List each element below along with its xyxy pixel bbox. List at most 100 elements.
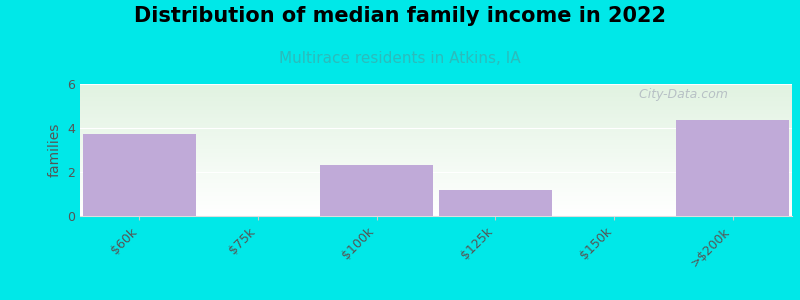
Bar [80,187,792,188]
Bar [80,125,792,126]
Bar [80,206,792,207]
Bar [80,84,792,85]
Bar [80,193,792,194]
Text: Multirace residents in Atkins, IA: Multirace residents in Atkins, IA [279,51,521,66]
Bar [80,201,792,202]
Bar [80,163,792,164]
Bar [80,100,792,101]
Bar [80,185,792,186]
Bar [80,176,792,177]
Bar [80,196,792,197]
Bar [80,149,792,150]
Bar [80,188,792,189]
Bar [80,186,792,187]
Bar [80,211,792,212]
Bar [80,160,792,161]
Bar [80,121,792,122]
Bar [80,115,792,116]
Bar [80,142,792,143]
Bar [80,108,792,109]
Bar [80,120,792,121]
Bar [80,129,792,130]
Bar [80,135,792,136]
Bar [80,85,792,86]
Bar [80,91,792,92]
Bar [80,191,792,192]
Bar [80,165,792,166]
Bar [80,203,792,204]
Bar [80,208,792,209]
Bar [80,161,792,162]
Bar [80,151,792,152]
Bar [676,120,789,216]
Bar [80,95,792,96]
Bar [80,145,792,146]
Bar [80,88,792,89]
Bar [439,190,552,216]
Bar [80,198,792,199]
Bar [80,118,792,119]
Bar [80,117,792,118]
Bar [80,213,792,214]
Bar [80,106,792,107]
Bar [80,171,792,172]
Bar [80,148,792,149]
Bar [80,98,792,99]
Bar [80,152,792,153]
Bar [80,131,792,132]
Bar [80,153,792,154]
Bar [80,119,792,120]
Bar [80,180,792,181]
Bar [80,205,792,206]
Bar [80,136,792,137]
Bar [80,96,792,97]
Bar [80,174,792,175]
Bar [80,113,792,114]
Bar [80,177,792,178]
Bar [80,170,792,171]
Bar [80,109,792,110]
Bar [80,134,792,135]
Text: City-Data.com: City-Data.com [635,88,728,101]
Bar [80,183,792,184]
Bar [80,200,792,201]
Bar [80,123,792,124]
Bar [83,134,196,216]
Bar [80,164,792,165]
Bar [80,192,792,193]
Text: Distribution of median family income in 2022: Distribution of median family income in … [134,6,666,26]
Bar [80,102,792,103]
Bar [80,146,792,147]
Bar [80,178,792,179]
Bar [80,112,792,113]
Bar [80,194,792,195]
Bar [80,159,792,160]
Bar [80,141,792,142]
Bar [80,168,792,169]
Bar [80,104,792,105]
Bar [80,210,792,211]
Bar [80,101,792,102]
Bar [80,162,792,163]
Bar [80,173,792,174]
Bar [80,172,792,173]
Bar [80,214,792,215]
Bar [80,155,792,156]
Bar [80,97,792,98]
Bar [80,92,792,93]
Bar [80,99,792,100]
Bar [80,190,792,191]
Bar [80,130,792,131]
Bar [80,105,792,106]
Bar [80,111,792,112]
Bar [80,179,792,180]
Bar [80,93,792,94]
Bar [80,144,792,145]
Bar [80,116,792,117]
Bar [80,195,792,196]
Bar [80,89,792,90]
Bar [80,137,792,138]
Bar [80,169,792,170]
Bar [80,128,792,129]
Bar [320,165,433,216]
